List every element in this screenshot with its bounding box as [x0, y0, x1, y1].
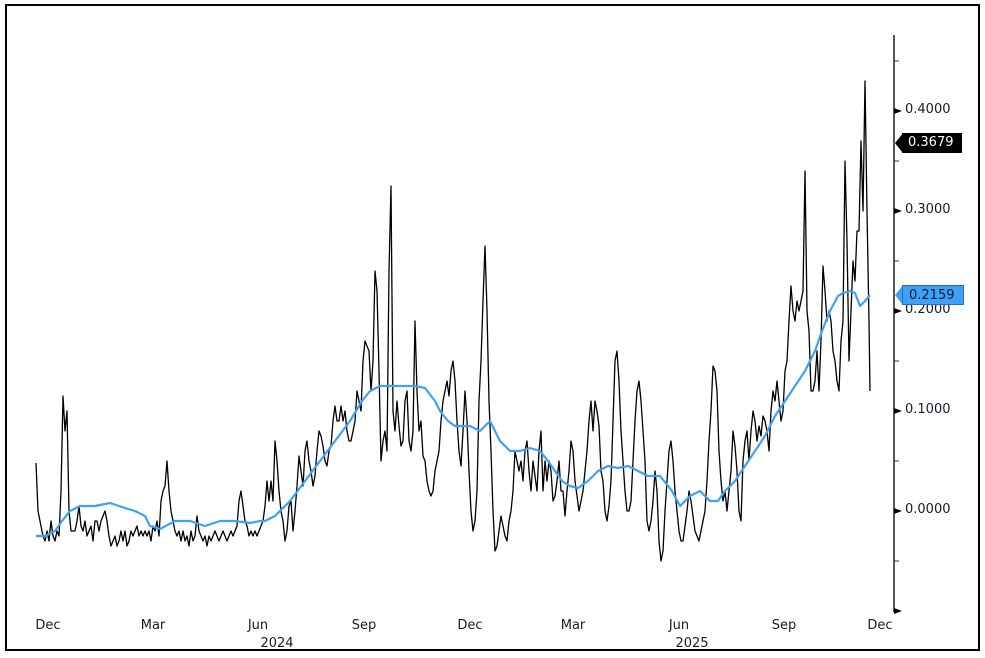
y-tick-label: 0.1000 — [905, 402, 951, 417]
x-tick-label: Dec — [35, 618, 61, 633]
x-tick-label: Jun — [668, 618, 690, 633]
series-layer — [35, 80, 871, 562]
y-major-tick — [894, 608, 902, 614]
y-tick-label: 0.3000 — [905, 202, 951, 217]
x-tick-label: Mar — [140, 618, 166, 633]
y-major-tick — [894, 408, 902, 414]
x-tick-label: Dec — [457, 618, 483, 633]
y-tick-label: 0.0000 — [905, 502, 951, 517]
x-tick-label: Sep — [771, 618, 797, 633]
x-tick-label: Sep — [351, 618, 377, 633]
y-major-tick — [894, 208, 902, 214]
x-tick-label: Jun — [247, 618, 269, 633]
last-value-badge-series1: 0.3679 — [902, 133, 962, 154]
y-axis — [893, 35, 902, 614]
last-value-badge-moving-average: 0.2159 — [902, 285, 964, 306]
x-tick-label: Dec — [867, 618, 893, 633]
y-major-tick — [894, 508, 902, 514]
y-major-tick — [894, 308, 902, 314]
badge-pointer-icon — [895, 133, 903, 154]
x-tick-label: Mar — [560, 618, 586, 633]
y-major-tick — [894, 108, 902, 114]
x-year-label: 2025 — [675, 636, 709, 651]
y-tick-label: 0.2000 — [905, 302, 951, 317]
x-year-label: 2024 — [260, 636, 294, 651]
y-tick-label: 0.4000 — [905, 102, 951, 117]
last-value-text: 0.2159 — [909, 288, 955, 304]
badge-pointer-icon — [895, 285, 903, 306]
chart-frame — [5, 4, 980, 651]
series-line-moving-average — [36, 289, 871, 538]
series-line-main — [35, 80, 871, 562]
last-value-text: 0.3679 — [908, 135, 954, 151]
